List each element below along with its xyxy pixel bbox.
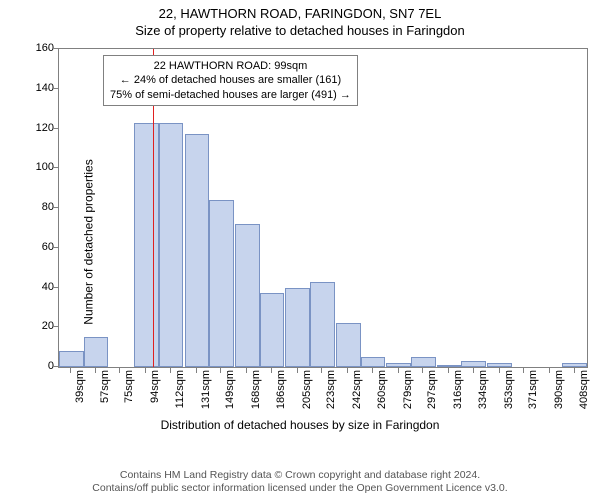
y-tick-label: 20: [24, 320, 54, 332]
x-tick-label: 149sqm: [224, 370, 236, 420]
x-tick-mark: [145, 368, 146, 373]
histogram-bar: [361, 357, 386, 367]
x-tick-label: 334sqm: [477, 370, 489, 420]
x-tick-mark: [499, 368, 500, 373]
x-tick-mark: [297, 368, 298, 373]
x-tick-mark: [70, 368, 71, 373]
x-tick-label: 353sqm: [503, 370, 515, 420]
y-tick-label: 120: [24, 122, 54, 134]
chart-title-block: 22, HAWTHORN ROAD, FARINGDON, SN7 7EL Si…: [0, 0, 600, 40]
x-tick-mark: [347, 368, 348, 373]
x-tick-mark: [196, 368, 197, 373]
x-tick-mark: [321, 368, 322, 373]
x-tick-label: 39sqm: [74, 370, 86, 420]
x-tick-mark: [95, 368, 96, 373]
histogram-bar: [134, 123, 159, 367]
x-tick-label: 131sqm: [200, 370, 212, 420]
histogram-bar: [84, 337, 109, 367]
y-tick-label: 0: [24, 360, 54, 372]
info-box: 22 HAWTHORN ROAD: 99sqm ← 24% of detache…: [103, 55, 358, 106]
info-line3: 75% of semi-detached houses are larger (…: [110, 88, 351, 102]
x-tick-mark: [473, 368, 474, 373]
x-tick-label: 223sqm: [325, 370, 337, 420]
x-tick-label: 390sqm: [553, 370, 565, 420]
histogram-bar: [310, 282, 335, 367]
title-address: 22, HAWTHORN ROAD, FARINGDON, SN7 7EL: [0, 6, 600, 23]
title-subtitle: Size of property relative to detached ho…: [0, 23, 600, 40]
x-tick-mark: [271, 368, 272, 373]
histogram-bar: [437, 365, 462, 367]
x-tick-label: 75sqm: [123, 370, 135, 420]
histogram-bar: [411, 357, 436, 367]
y-tick-label: 140: [24, 82, 54, 94]
x-tick-label: 94sqm: [149, 370, 161, 420]
x-tick-mark: [246, 368, 247, 373]
x-tick-label: 279sqm: [402, 370, 414, 420]
x-tick-label: 408sqm: [578, 370, 590, 420]
histogram-bar: [260, 293, 285, 367]
x-tick-label: 205sqm: [301, 370, 313, 420]
histogram-bar: [209, 200, 234, 367]
x-tick-mark: [372, 368, 373, 373]
histogram-bar: [386, 363, 411, 367]
x-tick-label: 316sqm: [452, 370, 464, 420]
x-tick-label: 112sqm: [174, 370, 186, 420]
y-tick-label: 60: [24, 241, 54, 253]
chart-area: Number of detached properties 0204060801…: [0, 44, 600, 440]
plot-region: 22 HAWTHORN ROAD: 99sqm ← 24% of detache…: [58, 48, 588, 368]
y-tick-label: 40: [24, 281, 54, 293]
x-tick-label: 57sqm: [99, 370, 111, 420]
histogram-bar: [59, 351, 84, 367]
info-line1: 22 HAWTHORN ROAD: 99sqm: [110, 59, 351, 73]
x-tick-mark: [398, 368, 399, 373]
y-tick-label: 80: [24, 201, 54, 213]
x-axis-title: Distribution of detached houses by size …: [0, 418, 600, 432]
histogram-bar: [185, 134, 210, 367]
histogram-bar: [159, 123, 184, 367]
x-tick-label: 260sqm: [376, 370, 388, 420]
histogram-bar: [562, 363, 587, 367]
footer-attribution: Contains HM Land Registry data © Crown c…: [0, 469, 600, 496]
x-tick-label: 371sqm: [527, 370, 539, 420]
x-tick-mark: [119, 368, 120, 373]
histogram-bar: [285, 288, 310, 368]
info-line2: ← 24% of detached houses are smaller (16…: [110, 73, 351, 87]
x-tick-label: 186sqm: [275, 370, 287, 420]
y-tick-label: 100: [24, 161, 54, 173]
x-tick-mark: [549, 368, 550, 373]
histogram-bar: [461, 361, 486, 367]
histogram-bar: [487, 363, 512, 367]
x-tick-mark: [220, 368, 221, 373]
x-tick-mark: [448, 368, 449, 373]
y-tick-label: 160: [24, 42, 54, 54]
x-tick-label: 297sqm: [426, 370, 438, 420]
x-tick-mark: [574, 368, 575, 373]
histogram-bar: [336, 323, 361, 367]
footer-line1: Contains HM Land Registry data © Crown c…: [0, 469, 600, 483]
histogram-bar: [235, 224, 260, 367]
x-tick-mark: [170, 368, 171, 373]
x-tick-mark: [422, 368, 423, 373]
x-tick-label: 168sqm: [250, 370, 262, 420]
x-tick-label: 242sqm: [351, 370, 363, 420]
x-tick-mark: [523, 368, 524, 373]
footer-line2: Contains/off public sector information l…: [0, 482, 600, 496]
